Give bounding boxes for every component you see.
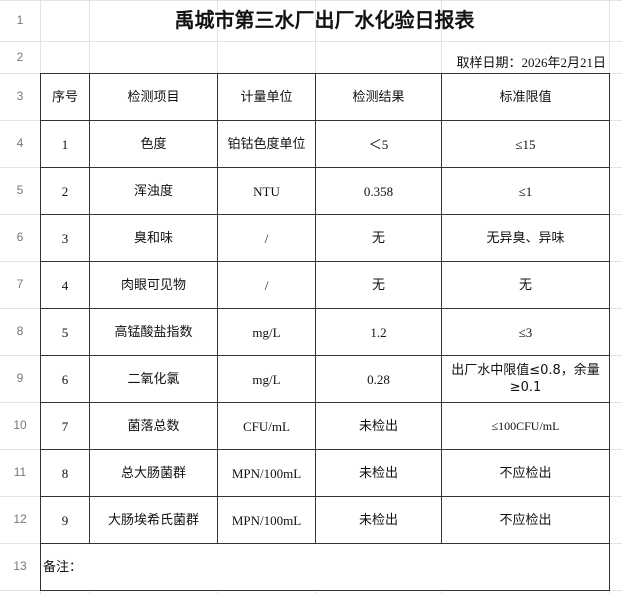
table-row: 5 高锰酸盐指数 mg/L 1.2 ≤3 [40,308,610,356]
sample-date: 取样日期：2026年2月21日 [456,55,606,70]
table-row: 1 色度 铂钴色度单位 ＜5 ≤15 [40,120,610,168]
table-cell[interactable]: 臭和味 [89,214,218,262]
table-cell[interactable]: 1.2 [315,308,442,356]
table-cell[interactable]: 肉眼可见物 [89,261,218,309]
table-cell[interactable]: ≤3 [441,308,610,356]
table-cell[interactable]: 二氧化氯 [89,355,218,403]
table-row: 9 大肠埃希氏菌群 MPN/100mL 未检出 不应检出 [40,496,610,544]
row-header[interactable]: 3 [16,89,24,103]
row-header[interactable]: 4 [16,136,24,150]
table-cell[interactable]: ≤1 [441,167,610,215]
row-header[interactable]: 8 [16,324,24,338]
table-cell[interactable]: 未检出 [315,496,442,544]
table-row: 7 菌落总数 CFU/mL 未检出 ≤100CFU/mL [40,402,610,450]
table-row: 6 二氧化氯 mg/L 0.28 出厂水中限值≤0.8，余量≥0.1 [40,355,610,403]
table-cell[interactable]: 色度 [89,120,218,168]
table-cell[interactable]: 铂钴色度单位 [217,120,316,168]
table-cell[interactable]: 9 [40,496,90,544]
grid-line [0,41,622,42]
table-cell[interactable]: 3 [40,214,90,262]
table-cell[interactable]: NTU [217,167,316,215]
table-cell[interactable]: mg/L [217,355,316,403]
table-cell[interactable]: 1 [40,120,90,168]
table-cell[interactable]: 4 [40,261,90,309]
table-cell[interactable]: 6 [40,355,90,403]
row-header[interactable]: 7 [16,277,24,291]
header-row: 序号 检测项目 计量单位 检测结果 标准限值 [40,73,610,121]
table-cell[interactable]: 无异臭、异味 [441,214,610,262]
report-title: 禹城市第三水厂出厂水化验日报表 [174,8,475,32]
table-cell[interactable]: 大肠埃希氏菌群 [89,496,218,544]
table-row: 3 臭和味 / 无无异臭、异味 [40,214,610,262]
note-cell[interactable]: 备注： [40,543,610,591]
row-header[interactable]: 12 [13,512,27,526]
note-row: 备注： [40,543,610,591]
table-cell[interactable]: 高锰酸盐指数 [89,308,218,356]
table-row: 4 肉眼可见物 / 无无 [40,261,610,309]
table-cell[interactable]: 浑浊度 [89,167,218,215]
table-cell[interactable]: MPN/100mL [217,449,316,497]
column-header[interactable]: 标准限值 [441,73,610,121]
table-cell[interactable]: / [217,214,316,262]
table-cell[interactable]: 总大肠菌群 [89,449,218,497]
table-cell[interactable]: 未检出 [315,449,442,497]
table-cell[interactable]: 不应检出 [441,449,610,497]
table-cell[interactable]: 0.358 [315,167,442,215]
column-header[interactable]: 计量单位 [217,73,316,121]
table-cell[interactable]: / [217,261,316,309]
row-header[interactable]: 9 [16,371,24,385]
row-header[interactable]: 5 [16,183,24,197]
table-cell[interactable]: 无 [315,261,442,309]
table-cell[interactable]: 2 [40,167,90,215]
table-cell[interactable]: 未检出 [315,402,442,450]
table-cell[interactable]: 0.28 [315,355,442,403]
table-cell[interactable]: 无 [441,261,610,309]
table-cell[interactable]: 7 [40,402,90,450]
table-cell[interactable]: 出厂水中限值≤0.8，余量≥0.1 [441,355,610,403]
row-header[interactable]: 10 [13,418,27,432]
column-header[interactable]: 序号 [40,73,90,121]
column-header[interactable]: 检测项目 [89,73,218,121]
table-cell[interactable]: ≤100CFU/mL [441,402,610,450]
table-row: 8 总大肠菌群 MPN/100mL 未检出 不应检出 [40,449,610,497]
table-cell[interactable]: CFU/mL [217,402,316,450]
table-cell[interactable]: mg/L [217,308,316,356]
row-header[interactable]: 2 [16,50,24,64]
table-cell[interactable]: 无 [315,214,442,262]
row-header[interactable]: 13 [13,559,27,573]
table-cell[interactable]: MPN/100mL [217,496,316,544]
table-cell[interactable]: 菌落总数 [89,402,218,450]
row-header[interactable]: 6 [16,230,24,244]
table-cell[interactable]: ＜5 [315,120,442,168]
row-header[interactable]: 1 [16,13,24,27]
report-table: 序号 检测项目 计量单位 检测结果 标准限值 1 色度 铂钴色度单位 ＜5 ≤15 2 浑浊度 NTU 0… [40,73,610,591]
table-cell[interactable]: ≤15 [441,120,610,168]
table-cell[interactable]: 8 [40,449,90,497]
row-header[interactable]: 11 [13,465,27,479]
column-header[interactable]: 检测结果 [315,73,442,121]
table-cell[interactable]: 5 [40,308,90,356]
table-cell[interactable]: 不应检出 [441,496,610,544]
table-row: 2 浑浊度 NTU 0.358 ≤1 [40,167,610,215]
grid-line [0,0,622,1]
